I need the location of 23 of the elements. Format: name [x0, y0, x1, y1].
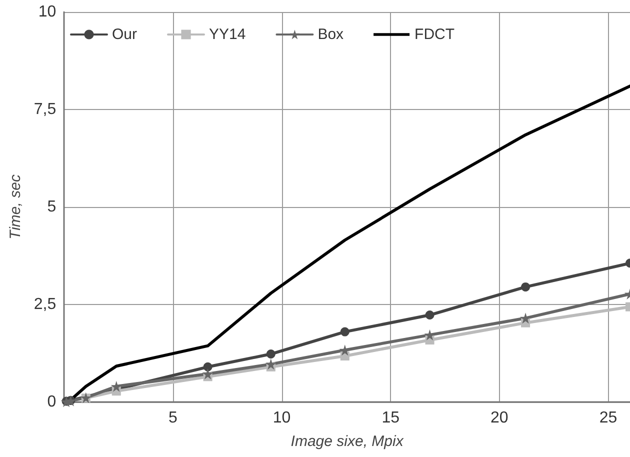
- x-tick-label: 10: [272, 410, 291, 426]
- x-tick-label: 5: [168, 410, 178, 426]
- y-tick-label: 2,5: [34, 296, 56, 313]
- legend-label: Box: [318, 26, 344, 43]
- y-tick-label: 10: [38, 4, 56, 20]
- point: [266, 350, 276, 359]
- point: [521, 282, 530, 292]
- x-tick-label: 15: [382, 410, 400, 426]
- point: [340, 327, 350, 336]
- point: [202, 368, 214, 380]
- legend-label: FDCT: [414, 26, 455, 43]
- y-tick-label: 7,5: [34, 101, 56, 118]
- x-tick-label: 25: [599, 410, 618, 426]
- x-tick-label: 20: [490, 410, 508, 426]
- point: [203, 362, 212, 372]
- legend-label: YY14: [209, 26, 246, 43]
- y-tick-label: 5: [47, 198, 56, 216]
- y-axis-title: Time, sec: [7, 174, 24, 240]
- y-tick-label: 0: [47, 394, 56, 410]
- point: [425, 310, 434, 320]
- legend-label: Our: [112, 26, 138, 43]
- point: [265, 358, 276, 370]
- x-axis-title: Image sixe, Mpix: [290, 433, 404, 450]
